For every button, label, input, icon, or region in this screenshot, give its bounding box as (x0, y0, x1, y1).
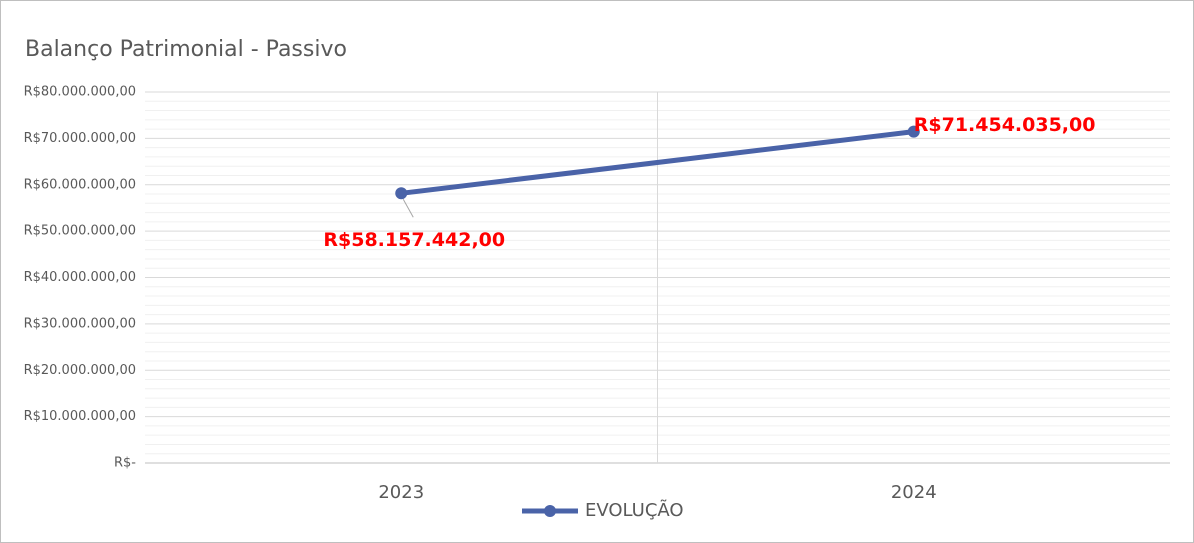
x-tick-label: 2024 (891, 482, 937, 503)
legend-label: EVOLUÇÃO (585, 499, 684, 521)
y-tick-label: R$- (114, 456, 136, 471)
x-tick-label: 2023 (378, 482, 424, 503)
leader-line (402, 199, 414, 218)
data-label: R$71.454.035,00 (914, 114, 1096, 136)
line-series (398, 129, 917, 196)
legend-marker (544, 505, 556, 517)
y-tick-label: R$80.000.000,00 (24, 85, 136, 100)
y-tick-label: R$60.000.000,00 (24, 177, 136, 192)
data-label: R$58.157.442,00 (323, 229, 505, 251)
y-tick-label: R$10.000.000,00 (24, 409, 136, 424)
y-tick-label: R$20.000.000,00 (24, 363, 136, 378)
y-tick-label: R$30.000.000,00 (24, 316, 136, 331)
point (395, 187, 408, 200)
chart-title: Balanço Patrimonial - Passivo (25, 37, 347, 62)
y-tick-label: R$70.000.000,00 (24, 131, 136, 146)
y-tick-label: R$50.000.000,00 (24, 224, 136, 239)
y-tick-label: R$40.000.000,00 (24, 270, 136, 285)
point (907, 125, 920, 138)
